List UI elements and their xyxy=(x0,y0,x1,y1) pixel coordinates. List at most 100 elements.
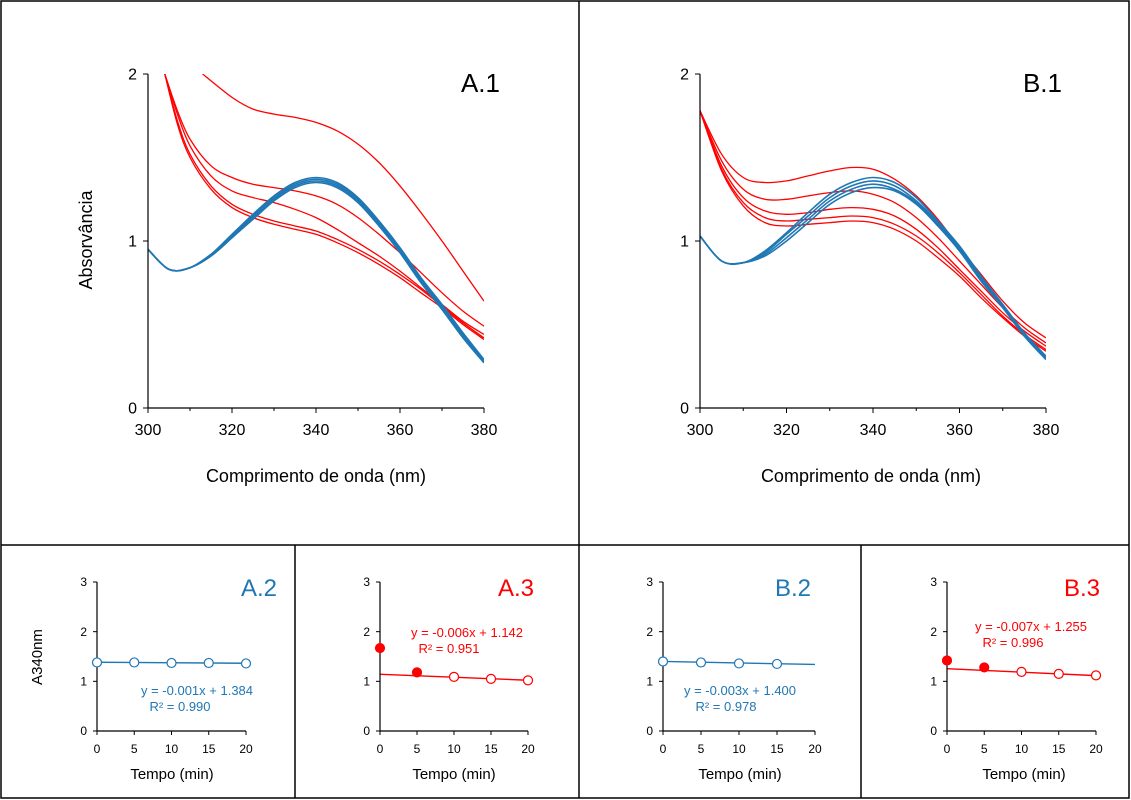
trendline-equation: y = -0.006x + 1.142 xyxy=(411,625,523,640)
data-point-open xyxy=(91,657,103,668)
x-tick-label: 15 xyxy=(484,742,498,756)
x-tick-label: 380 xyxy=(1033,422,1060,439)
chart-b2: 0 1 2 3 0 5 10 15 20 B.2 y = -0.003x + 1.400 R² … xyxy=(646,575,822,783)
x-tick-label: 380 xyxy=(471,422,498,439)
y-tick-label: 2 xyxy=(80,625,87,639)
trendline-equation: y = -0.003x + 1.400 xyxy=(684,683,796,698)
y-tick-label: 1 xyxy=(646,675,653,689)
x-tick-label: 320 xyxy=(773,422,800,439)
x-tick-label: 5 xyxy=(981,742,988,756)
data-point-open xyxy=(1090,670,1102,681)
y-tick-label: 2 xyxy=(930,625,937,639)
data-point-open xyxy=(771,658,783,670)
x-tick-label: 0 xyxy=(377,742,384,756)
y-tick-label: 1 xyxy=(680,234,689,251)
y-tick-label: 0 xyxy=(363,724,370,738)
r-squared: R² = 0.978 xyxy=(695,699,756,714)
series-blue-line xyxy=(148,178,484,362)
data-point-filled xyxy=(411,667,423,678)
x-tick-label: 300 xyxy=(687,422,714,439)
data-point-filled xyxy=(941,655,953,666)
data-point-filled xyxy=(374,642,386,654)
x-tick-label: 320 xyxy=(219,422,246,439)
r-squared: R² = 0.951 xyxy=(418,641,479,656)
data-point-open xyxy=(733,658,745,669)
series-blue-line xyxy=(700,186,1046,361)
data-point-open xyxy=(240,658,252,669)
x-tick-label: 20 xyxy=(239,742,253,756)
x-tick-label: 15 xyxy=(202,742,216,756)
series-red-line xyxy=(164,74,484,341)
x-tick-label: 0 xyxy=(944,742,951,756)
x-tick-label: 5 xyxy=(414,742,421,756)
series-blue-line xyxy=(700,180,1046,359)
x-axis-label: Tempo (min) xyxy=(698,766,781,783)
x-tick-label: 10 xyxy=(732,742,746,756)
x-tick-label: 15 xyxy=(1052,742,1066,756)
series-blue-line xyxy=(148,176,484,361)
data-point-open xyxy=(1053,668,1064,679)
panel-label: B.1 xyxy=(1023,68,1062,98)
x-tick-label: 5 xyxy=(698,742,705,756)
chart-a1: 0 1 2 300 320 340 360 380 A.1 Comprimento de on… xyxy=(76,67,500,486)
series-red-line xyxy=(202,74,484,302)
chart-b1: 0 1 2 300 320 340 360 380 B.1 Comprimento de on… xyxy=(680,67,1062,486)
y-tick-label: 1 xyxy=(128,234,137,251)
y-tick-label: 2 xyxy=(646,625,653,639)
series-red-line xyxy=(700,110,1046,339)
series-red-line xyxy=(700,110,1046,351)
x-tick-label: 10 xyxy=(1015,742,1029,756)
x-tick-label: 15 xyxy=(770,742,784,756)
data-point-open xyxy=(203,657,214,669)
panel-label: B.2 xyxy=(775,575,811,602)
y-tick-label: 2 xyxy=(128,67,137,84)
data-point-open xyxy=(129,657,140,668)
y-tick-label: 0 xyxy=(646,724,653,738)
y-tick-label: 1 xyxy=(80,675,87,689)
x-tick-label: 10 xyxy=(165,742,179,756)
y-tick-label: 3 xyxy=(363,575,370,589)
r-squared: R² = 0.990 xyxy=(149,699,210,714)
series-red-line xyxy=(700,110,1046,352)
x-tick-label: 0 xyxy=(660,742,667,756)
x-tick-label: 340 xyxy=(860,422,887,439)
x-tick-label: 0 xyxy=(94,742,101,756)
x-tick-label: 20 xyxy=(808,742,822,756)
x-tick-label: 20 xyxy=(1089,742,1103,756)
y-tick-label: 1 xyxy=(930,675,937,689)
trendline-equation: y = -0.007x + 1.255 xyxy=(975,619,1087,634)
panel-label: A.3 xyxy=(498,575,534,602)
x-axis-label: Tempo (min) xyxy=(982,766,1065,783)
x-tick-label: 10 xyxy=(447,742,461,756)
data-point-filled xyxy=(979,662,990,673)
x-tick-label: 340 xyxy=(303,422,330,439)
data-point-open xyxy=(448,671,460,682)
x-tick-label: 300 xyxy=(135,422,162,439)
x-axis-label: Tempo (min) xyxy=(412,766,495,783)
series-blue-line xyxy=(148,180,484,362)
series-red-line xyxy=(164,74,484,336)
data-point-open xyxy=(695,657,707,668)
series-red-line xyxy=(700,110,1046,347)
x-axis-label: Comprimento de onda (nm) xyxy=(206,466,426,486)
y-tick-label: 3 xyxy=(930,575,937,589)
chart-b3: 0 1 2 3 0 5 10 15 20 B.3 y = -0.007x + 1.255 R² … xyxy=(930,575,1103,783)
y-tick-label: 0 xyxy=(930,724,937,738)
x-axis-label: Comprimento de onda (nm) xyxy=(761,466,981,486)
chart-a2: 0 1 2 3 0 5 10 15 20 A.2 y = -0.001x + 1.384 R² … xyxy=(29,575,277,783)
x-tick-label: 360 xyxy=(387,422,414,439)
trendline-equation: y = -0.001x + 1.384 xyxy=(141,683,253,698)
series-blue-line xyxy=(148,181,484,364)
data-point-open xyxy=(1016,666,1027,677)
series-red-line xyxy=(164,74,484,327)
y-tick-label: 3 xyxy=(80,575,87,589)
data-point-open xyxy=(657,656,669,667)
y-tick-label: 0 xyxy=(128,401,137,418)
chart-a3: 0 1 2 3 0 5 10 15 20 A.3 y = -0.006x + 1.142 R² … xyxy=(363,575,535,783)
data-point-open xyxy=(485,673,497,684)
y-axis-label: Absorvância xyxy=(76,189,96,289)
y-tick-label: 0 xyxy=(680,401,689,418)
